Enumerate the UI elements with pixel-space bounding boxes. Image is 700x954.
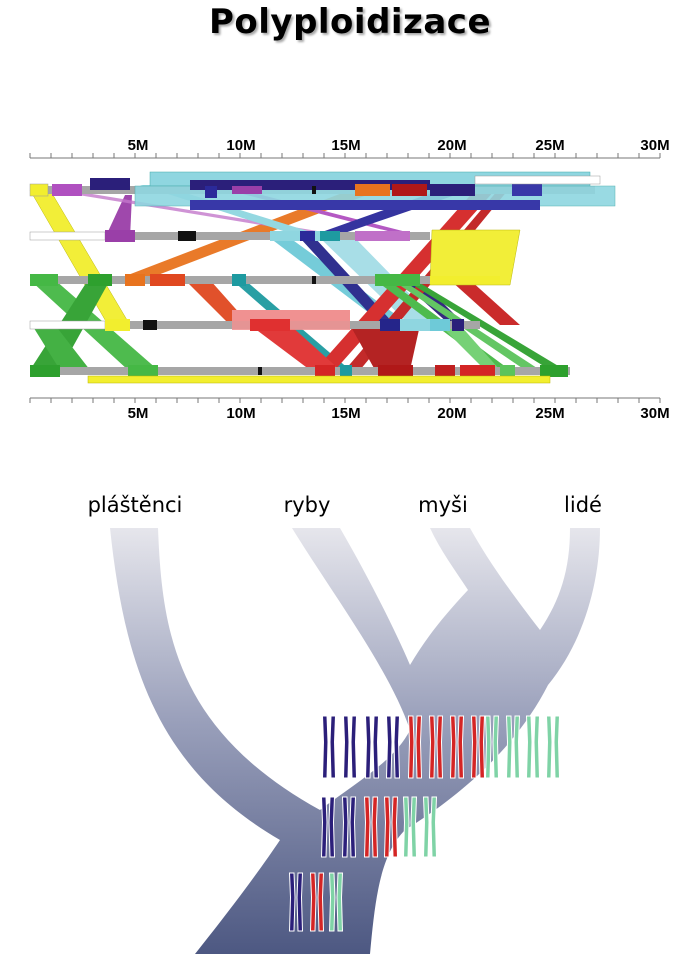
tick-top-15m: 15M (331, 137, 360, 154)
taxon-lide: lidé (564, 493, 602, 517)
tick-bottom-25m: 25M (535, 405, 564, 422)
chromosome-icons (288, 715, 561, 932)
chromosome-icon (422, 796, 438, 858)
tick-bottom-20m: 20M (437, 405, 466, 422)
ribbon-green-c (32, 325, 90, 370)
tick-bottom-5m: 5M (128, 405, 149, 422)
synteny-plot: 5M 10M 15M 20M 25M 30M 5M 10M 15M 20M 25… (29, 137, 670, 422)
ribbon-red-c (250, 325, 340, 370)
chromosome-icon (328, 872, 344, 932)
tick-bottom-30m: 30M (640, 405, 669, 422)
tick-top-5m: 5M (128, 137, 149, 154)
chr-bar-5 (30, 367, 570, 375)
tick-top-20m: 20M (437, 137, 466, 154)
chromosome-icon (484, 715, 500, 779)
chromosome-icon (383, 796, 399, 858)
chromosome-icon (470, 715, 486, 779)
tree-trunk (110, 528, 600, 954)
chromosome-icon (342, 715, 358, 779)
chromosome-icon (288, 872, 304, 932)
chromosome-bars (29, 171, 616, 384)
chromosome-icon (449, 715, 465, 779)
ribbon-red-e (450, 280, 520, 325)
chromosome-icon (309, 872, 325, 932)
ribbon-yellow-right (429, 229, 521, 286)
ribbon-red-d (350, 325, 420, 370)
taxon-mysi: myši (418, 493, 468, 517)
chromosome-icon (341, 796, 357, 858)
ribbon-green-r4 (440, 325, 500, 370)
taxon-plastenci: pláštěnci (88, 493, 183, 517)
tick-top-25m: 25M (535, 137, 564, 154)
phylogeny-tree: pláštěnci ryby myši lidé (88, 493, 602, 954)
chromosome-icon (428, 715, 444, 779)
chromosome-icon (364, 715, 380, 779)
chromosome-icon (385, 715, 401, 779)
page-title: Polyploidizace (208, 2, 492, 42)
chr-bar-2 (30, 232, 430, 240)
tick-bottom-10m: 10M (226, 405, 255, 422)
chromosome-icon (320, 796, 336, 858)
chromosome-icon (505, 715, 521, 779)
chromosome-icon (321, 715, 337, 779)
chromosome-icon (402, 796, 418, 858)
chromosome-icon (525, 715, 541, 779)
tick-bottom-15m: 15M (331, 405, 360, 422)
chromosome-icon (407, 715, 423, 779)
tick-top-10m: 10M (226, 137, 255, 154)
ribbon-purple-tri (105, 195, 132, 238)
axis-minor-ticks (29, 153, 661, 403)
chromosome-icon (545, 715, 561, 779)
taxon-ryby: ryby (284, 493, 331, 517)
chromosome-icon (363, 796, 379, 858)
ribbon-green-r3 (405, 280, 565, 370)
tick-top-30m: 30M (640, 137, 669, 154)
